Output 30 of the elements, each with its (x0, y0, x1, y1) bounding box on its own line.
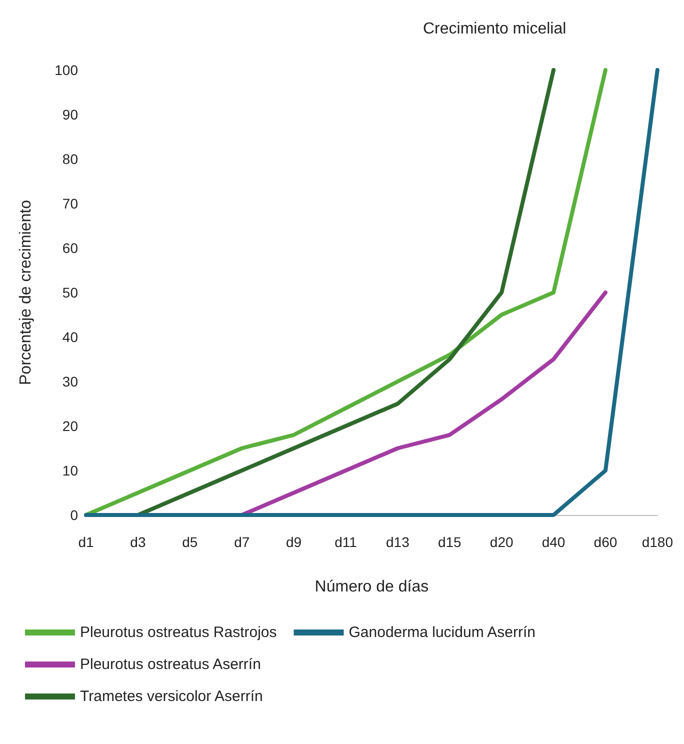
y-tick-label: 0 (70, 507, 78, 523)
x-tick-label: d40 (542, 534, 566, 550)
y-tick-label: 20 (62, 418, 78, 434)
y-tick-label: 40 (62, 329, 78, 345)
x-tick-label: d7 (234, 534, 250, 550)
y-tick-label: 50 (62, 284, 78, 300)
chart-title: Crecimiento micelial (423, 20, 566, 38)
x-tick-label: d3 (130, 534, 146, 550)
y-tick-label: 90 (62, 106, 78, 122)
y-tick-label: 80 (62, 151, 78, 167)
x-tick-label: d15 (438, 534, 462, 550)
y-tick-label: 100 (54, 62, 78, 78)
x-axis-title: Número de días (314, 578, 429, 596)
x-tick-label: d5 (182, 534, 198, 550)
y-tick-label: 30 (62, 374, 78, 390)
y-axis-title: Porcentaje de crecimiento (18, 200, 34, 385)
x-tick-label: d60 (594, 534, 618, 550)
legend-label: Pleurotus ostreatus Rastrojos (80, 624, 277, 641)
legend-label: Ganoderma lucidum Aserrín (348, 624, 536, 641)
x-tick-label: d20 (490, 534, 514, 550)
x-tick-label: d1 (78, 534, 94, 550)
legend-label: Pleurotus ostreatus Aserrín (80, 656, 261, 673)
legend-label: Trametes versicolor Aserrín (80, 688, 263, 705)
x-tick-label: d11 (334, 534, 358, 550)
x-tick-label: d9 (286, 534, 302, 550)
x-tick-label: d180 (642, 534, 674, 550)
y-tick-label: 70 (62, 196, 78, 212)
y-tick-label: 10 (62, 462, 78, 478)
x-tick-label: d13 (386, 534, 410, 550)
y-tick-label: 60 (62, 240, 78, 256)
